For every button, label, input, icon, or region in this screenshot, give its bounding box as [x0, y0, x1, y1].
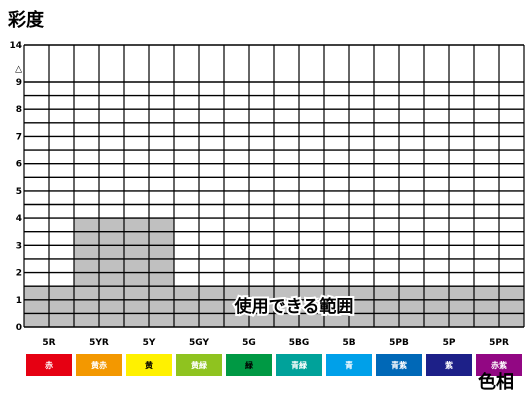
- y-tick-label: 3: [16, 241, 22, 251]
- y-axis-title: 彩度: [8, 10, 44, 31]
- x-tick-label-5b: 5B: [342, 338, 355, 348]
- hue-swatch-5bg: [276, 354, 322, 376]
- hue-swatch-label: 紫: [445, 360, 453, 370]
- hue-swatch-5b: [326, 354, 372, 376]
- usable-range-label: 使用できる範囲: [234, 296, 354, 317]
- y-tick-label: 14: [9, 41, 22, 51]
- x-tick-label-5p: 5P: [443, 338, 456, 348]
- hue-swatch-label: 黄緑: [191, 360, 208, 370]
- hue-swatch-label: 青紫: [391, 360, 407, 370]
- y-tick-label: △: [15, 64, 22, 74]
- x-tick-label-5pr: 5PR: [489, 338, 509, 348]
- hue-swatch-label: 赤: [45, 360, 53, 370]
- y-tick-label: 1: [16, 296, 22, 306]
- hue-swatch-5p: [426, 354, 472, 376]
- hue-swatch-5yr: [76, 354, 122, 376]
- hue-swatch-5pb: [376, 354, 422, 376]
- hue-swatch-label: 黄: [145, 360, 153, 370]
- y-tick-label: 4: [16, 214, 22, 224]
- x-tick-label-5bg: 5BG: [289, 338, 310, 348]
- y-tick-label: 5: [16, 187, 22, 197]
- x-tick-label-5pb: 5PB: [389, 338, 409, 348]
- hue-swatch-label: 青: [345, 360, 353, 370]
- hue-swatch-label: 赤紫: [491, 360, 507, 370]
- hue-swatch-5g: [226, 354, 272, 376]
- y-tick-label: 0: [16, 323, 22, 333]
- x-tick-label-5g: 5G: [242, 338, 256, 348]
- hue-swatch-5y: [126, 354, 172, 376]
- hue-swatch-5r: [26, 354, 72, 376]
- x-tick-label-5r: 5R: [42, 338, 55, 348]
- y-tick-label: 9: [16, 78, 22, 88]
- x-tick-label-5yr: 5YR: [89, 338, 109, 348]
- y-tick-label: 6: [16, 160, 22, 170]
- hue-swatch-label: 黄赤: [91, 360, 107, 370]
- x-tick-label-5gy: 5GY: [189, 338, 209, 348]
- hue-swatch-5pr: [476, 354, 522, 376]
- hue-swatch-label: 青緑: [291, 360, 308, 370]
- x-tick-label-5y: 5Y: [143, 338, 156, 348]
- y-tick-label: 2: [16, 269, 22, 279]
- y-tick-label: 8: [16, 105, 22, 115]
- x-axis-title: 色相: [478, 372, 514, 393]
- hue-swatch-label: 緑: [245, 360, 254, 370]
- y-tick-label: 7: [16, 132, 22, 142]
- hue-swatch-5gy: [176, 354, 222, 376]
